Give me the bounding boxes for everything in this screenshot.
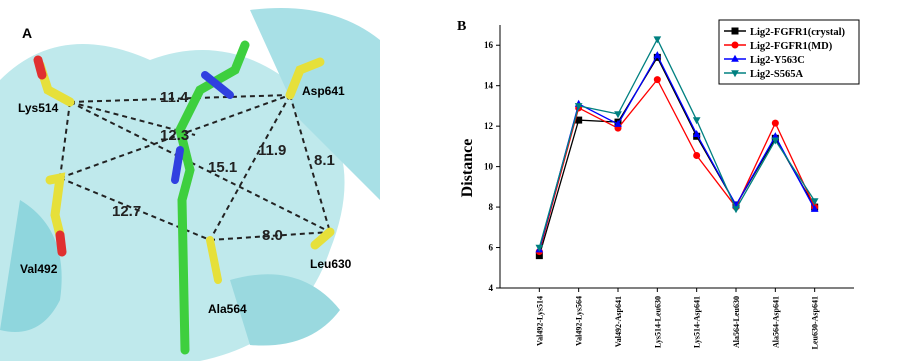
y-tick-label: 4: [489, 283, 494, 293]
distance-label: 11.4: [160, 89, 189, 106]
legend-label: Lig2-S565A: [750, 69, 804, 80]
marker: [653, 36, 661, 43]
y-tick-label: 14: [484, 81, 494, 91]
residue-label: Val492: [20, 262, 58, 276]
residue-label: Ala564: [208, 302, 247, 316]
marker: [732, 206, 740, 213]
distance-label: 12.7: [112, 203, 141, 220]
y-axis-label: Distance: [459, 139, 476, 198]
figure: A Lys514 Asp641 Val492 Leu630 Ala564 11.…: [0, 0, 907, 361]
distance-label: 12.3: [160, 127, 189, 144]
y-tick-label: 10: [484, 162, 494, 172]
marker: [772, 120, 779, 127]
residue-label: Leu630: [310, 257, 352, 271]
distance-label: 8.1: [314, 152, 335, 169]
x-tick-label: Lys514-Asp641: [693, 296, 702, 348]
series-line: [539, 57, 814, 255]
marker: [732, 28, 739, 35]
marker: [654, 76, 661, 83]
marker: [693, 117, 701, 124]
x-tick-label: Ala564-Leu630: [732, 296, 741, 348]
y-tick-label: 16: [484, 40, 494, 50]
x-tick-label: Leu630-Asp641: [811, 296, 820, 349]
x-tick-label: Ala564-Asp641: [771, 296, 780, 348]
residue-label: Lys514: [18, 101, 59, 115]
x-tick-label: Val492-Lys564: [575, 296, 584, 346]
x-tick-label: Val492-Lys514: [535, 296, 544, 346]
panel-label: B: [457, 19, 466, 34]
legend-label: Lig2-FGFR1(MD): [750, 41, 833, 52]
legend-label: Lig2-Y563C: [750, 55, 805, 66]
y-tick-label: 6: [489, 243, 494, 253]
distance-label: 8.0: [262, 227, 283, 244]
y-tick-label: 12: [484, 121, 494, 131]
structure-panel: A Lys514 Asp641 Val492 Leu630 Ala564 11.…: [0, 0, 380, 361]
panel-label: A: [22, 25, 32, 41]
chart: B Distance 4 6 8 10 12 14 16 Val492-Lys514 Val49…: [387, 0, 907, 361]
x-tick-label: Val492-Asp641: [614, 296, 623, 347]
distance-label: 15.1: [208, 159, 237, 176]
legend-label: Lig2-FGFR1(crystal): [750, 27, 846, 38]
residue-label: Asp641: [302, 84, 345, 98]
marker: [693, 152, 700, 159]
y-tick-label: 8: [489, 202, 494, 212]
x-tick-label: Lys514-Leu630: [653, 296, 662, 348]
distance-label: 11.9: [258, 142, 286, 159]
marker: [732, 42, 739, 49]
